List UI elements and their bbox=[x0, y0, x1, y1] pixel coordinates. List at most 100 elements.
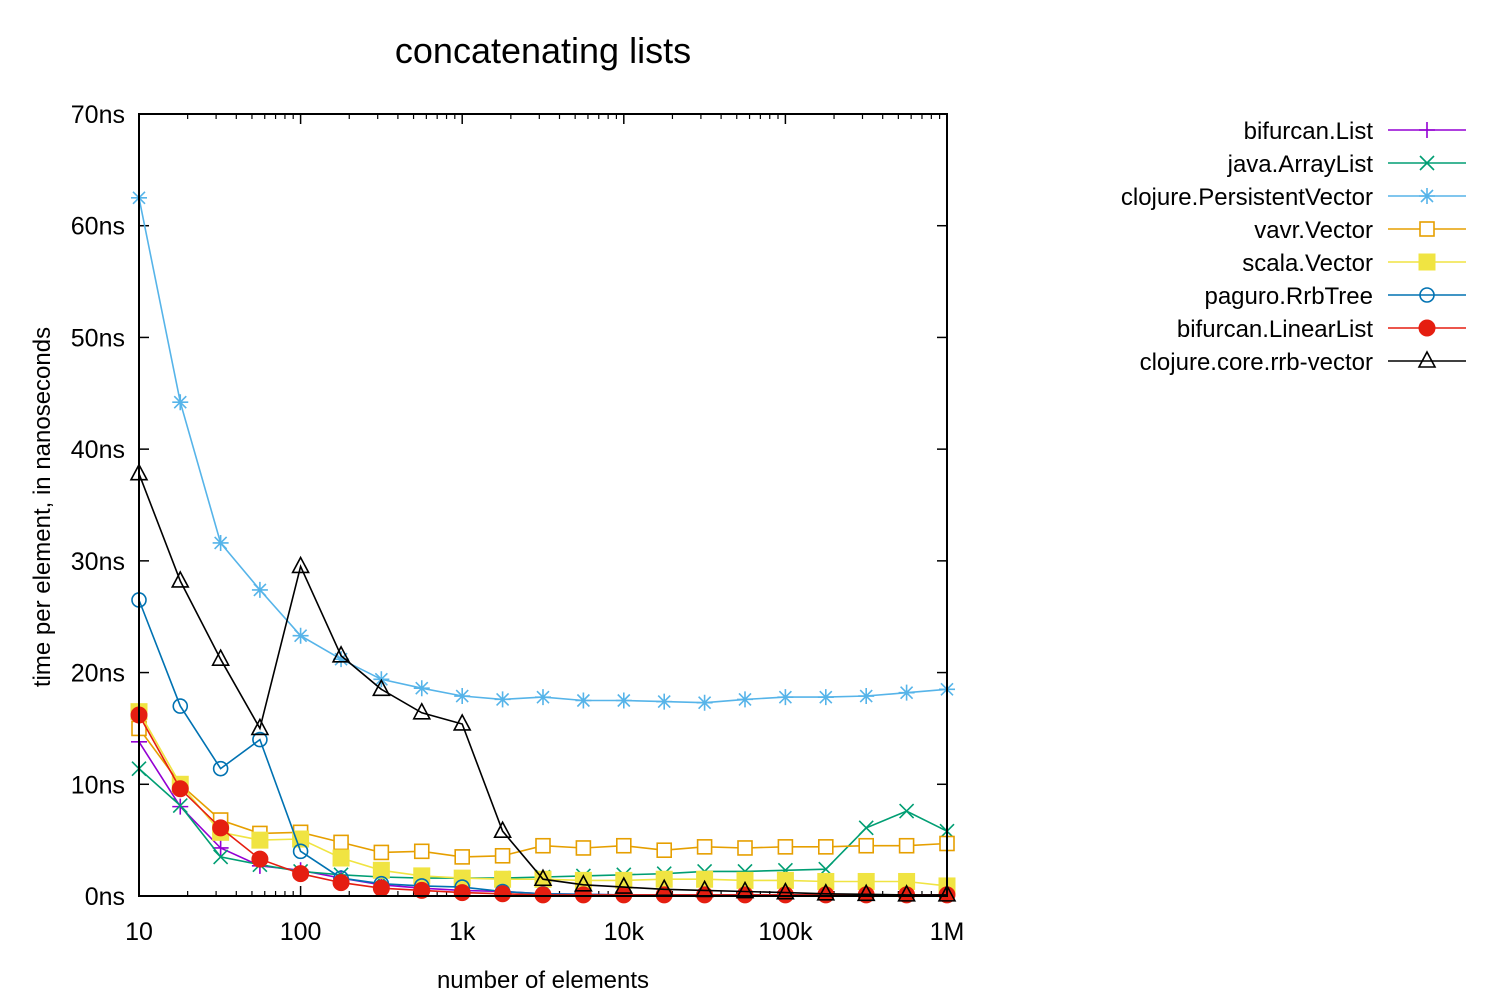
data-point bbox=[858, 820, 874, 836]
legend: bifurcan.List java.ArrayList clojure.Persi… bbox=[1121, 118, 1466, 376]
data-point bbox=[898, 837, 915, 854]
legend-item: bifurcan.LinearList bbox=[1177, 316, 1466, 343]
data-point bbox=[250, 717, 270, 736]
data-point bbox=[454, 688, 471, 705]
data-point bbox=[171, 780, 189, 798]
data-point bbox=[615, 837, 632, 854]
data-point bbox=[292, 627, 309, 644]
legend-label: paguro.RrbTree bbox=[1204, 283, 1373, 310]
x-axis-label: number of elements bbox=[437, 967, 649, 994]
legend-label: scala.Vector bbox=[1242, 250, 1373, 277]
data-point bbox=[696, 694, 713, 711]
data-point bbox=[858, 837, 875, 854]
x-tick-label: 100k bbox=[758, 918, 813, 946]
series-layer bbox=[129, 189, 957, 904]
data-point bbox=[574, 874, 593, 892]
data-point bbox=[575, 692, 592, 709]
data-point bbox=[776, 881, 795, 900]
data-point bbox=[251, 831, 269, 849]
data-point bbox=[212, 534, 229, 551]
data-point bbox=[817, 689, 834, 706]
y-axis-label: time per element, in nanoseconds bbox=[29, 327, 56, 687]
y-tick-label: 40ns bbox=[71, 436, 125, 464]
x-tick-label: 10k bbox=[604, 918, 645, 946]
data-point bbox=[292, 830, 310, 848]
data-point bbox=[212, 819, 230, 837]
data-point bbox=[696, 870, 714, 888]
data-point bbox=[696, 886, 714, 904]
legend-marker bbox=[1417, 350, 1437, 368]
data-point bbox=[212, 760, 229, 777]
y-tick-label: 70ns bbox=[71, 101, 125, 129]
data-point bbox=[575, 840, 592, 856]
data-point bbox=[736, 871, 754, 889]
data-point bbox=[735, 880, 755, 899]
data-point bbox=[899, 803, 915, 819]
data-point bbox=[493, 820, 512, 839]
data-point bbox=[333, 834, 349, 851]
data-point bbox=[736, 886, 754, 904]
legend-item: java.ArrayList bbox=[1227, 151, 1466, 178]
legend-marker bbox=[1419, 188, 1435, 204]
data-point bbox=[858, 688, 875, 705]
x-tick-label: 1k bbox=[449, 918, 476, 946]
y-tick-label: 60ns bbox=[71, 213, 125, 241]
data-point bbox=[818, 839, 834, 855]
data-point bbox=[937, 884, 957, 902]
data-point bbox=[292, 843, 309, 860]
data-point bbox=[737, 840, 753, 856]
data-point bbox=[413, 680, 430, 697]
data-point bbox=[332, 849, 350, 867]
data-point bbox=[413, 881, 431, 899]
y-tick-label: 20ns bbox=[71, 660, 125, 688]
data-point bbox=[614, 876, 634, 894]
data-point bbox=[332, 874, 350, 892]
data-point bbox=[737, 691, 753, 708]
data-point bbox=[534, 886, 552, 904]
data-point bbox=[454, 849, 471, 865]
data-point bbox=[494, 691, 511, 708]
data-point bbox=[615, 692, 632, 709]
legend-marker bbox=[1419, 122, 1435, 138]
data-point bbox=[777, 689, 794, 706]
x-tick-label: 100 bbox=[280, 918, 322, 946]
data-point bbox=[292, 865, 310, 883]
legend-item: vavr.Vector bbox=[1254, 217, 1466, 244]
data-point bbox=[211, 648, 230, 666]
legend-label: java.ArrayList bbox=[1227, 151, 1374, 178]
x-tick-label: 10 bbox=[125, 918, 153, 946]
data-point bbox=[574, 886, 592, 904]
legend-label: clojure.PersistentVector bbox=[1121, 184, 1373, 211]
legend-marker bbox=[1419, 155, 1435, 171]
legend-label: bifurcan.List bbox=[1244, 118, 1374, 145]
data-point bbox=[494, 847, 511, 864]
data-point bbox=[656, 693, 673, 710]
data-point bbox=[172, 797, 188, 814]
data-point bbox=[494, 885, 512, 903]
y-tick-label: 50ns bbox=[71, 324, 125, 352]
data-point bbox=[898, 684, 915, 701]
chart-title: concatenating lists bbox=[395, 30, 691, 71]
data-point bbox=[333, 651, 350, 668]
data-point bbox=[412, 702, 432, 720]
data-point bbox=[856, 883, 876, 902]
legend-item: clojure.PersistentVector bbox=[1121, 184, 1466, 211]
data-point bbox=[331, 645, 351, 663]
legend-label: bifurcan.LinearList bbox=[1177, 316, 1373, 343]
y-tick-label: 0ns bbox=[85, 883, 125, 911]
data-point bbox=[252, 731, 268, 748]
plot-frame bbox=[138, 113, 948, 897]
legend-item: bifurcan.List bbox=[1244, 118, 1466, 145]
series-scala-vector bbox=[130, 703, 956, 895]
data-point bbox=[452, 713, 472, 731]
x-tick-label: 1M bbox=[930, 918, 965, 946]
legend-label: clojure.core.rrb-vector bbox=[1140, 349, 1373, 376]
axis-ticks: 0ns 10ns 20ns 30ns 40ns 50ns 60ns 70ns 10 100 1k 10… bbox=[71, 101, 965, 946]
data-point bbox=[172, 394, 189, 411]
data-point bbox=[170, 570, 190, 588]
series-vavr-vector bbox=[131, 720, 955, 865]
series-clojure-persistentvector bbox=[131, 189, 955, 711]
data-point bbox=[534, 689, 551, 706]
data-point bbox=[776, 871, 794, 889]
